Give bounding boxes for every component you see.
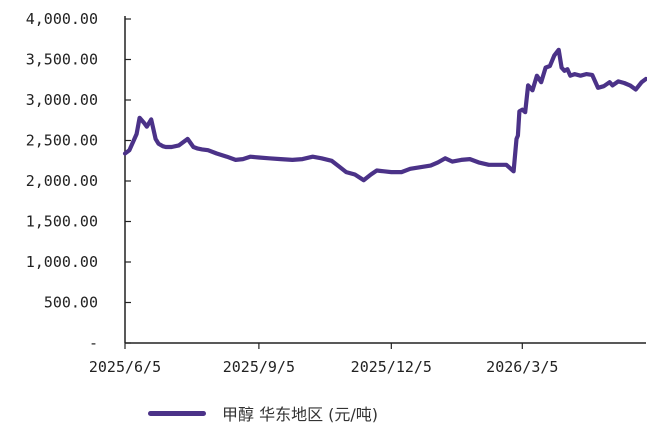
legend-swatch xyxy=(148,410,206,416)
x-tick-label: 2026/3/5 xyxy=(486,358,558,376)
y-tick-label: 3,500.00 xyxy=(26,51,98,69)
legend: 甲醇 华东地区 (元/吨) xyxy=(148,400,378,426)
legend-label: 甲醇 华东地区 (元/吨) xyxy=(222,405,379,424)
x-tick-label: 2025/9/5 xyxy=(223,358,295,376)
y-axis: - 500.00 1,000.00 1,500.00 2,000.00 2,500.00 3… xyxy=(26,10,131,352)
y-tick-label: 2,000.00 xyxy=(26,172,98,190)
y-tick-label: 500.00 xyxy=(44,294,98,312)
series-layer xyxy=(122,47,647,183)
y-tick-label: 4,000.00 xyxy=(26,10,98,28)
y-tick-label: - xyxy=(89,334,98,352)
y-tick-label: 1,000.00 xyxy=(26,253,98,271)
x-axis: 2025/6/5 2025/9/5 2025/12/5 2026/3/5 xyxy=(89,342,646,376)
x-tick-label: 2025/6/5 xyxy=(89,358,161,376)
series-line xyxy=(122,47,647,183)
chart: - 500.00 1,000.00 1,500.00 2,000.00 2,500.00 3… xyxy=(26,10,647,376)
y-tick-label: 2,500.00 xyxy=(26,132,98,150)
y-tick-label: 3,000.00 xyxy=(26,91,98,109)
y-tick-label: 1,500.00 xyxy=(26,213,98,231)
x-tick-label: 2025/12/5 xyxy=(351,358,432,376)
